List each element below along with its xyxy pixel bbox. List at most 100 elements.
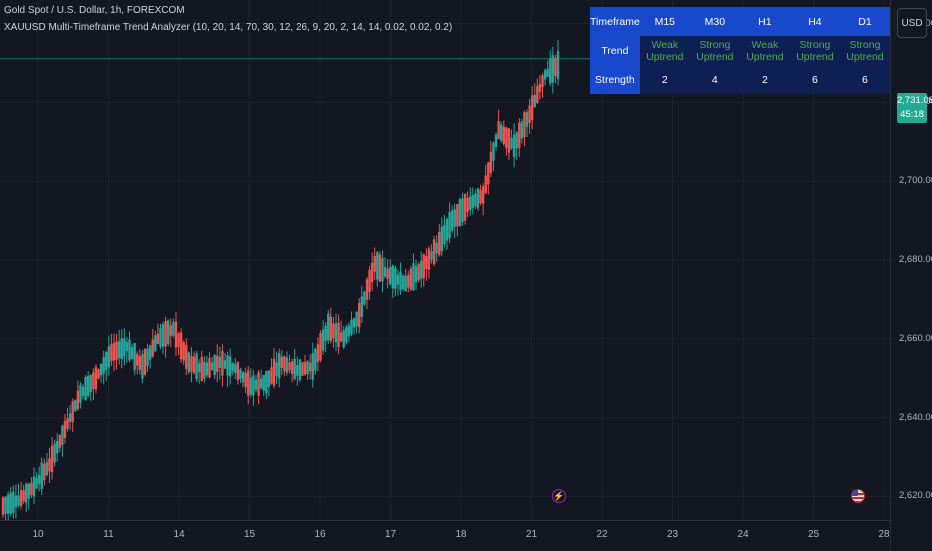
candle-body [105,351,108,371]
chart-area[interactable]: Gold Spot / U.S. Dollar, 1h, FOREXCOM XA… [0,0,890,520]
candle-body [301,362,304,376]
candle-body [440,226,444,252]
candle-body [363,291,366,305]
candle-body [197,363,201,373]
candle-body [187,352,191,373]
candle-body [370,262,374,283]
candle-body [549,58,552,84]
candle-body [123,338,126,357]
candle-body [381,258,384,282]
header-timeframe: Timeframe [590,7,640,36]
candle-body [94,367,98,390]
header-m15: M15 [639,7,690,36]
candle-body [505,127,508,149]
candle-body [68,413,72,422]
candle-body [63,420,67,438]
candle-body [22,490,25,502]
candle-body [443,224,446,244]
candle-body [81,386,85,396]
price-tick-label: 2,700.00 [899,175,932,187]
candle-body [58,434,61,448]
strength-d1: 6 [839,65,890,94]
time-tick-label: 15 [243,529,256,540]
candle-body [306,361,309,375]
candle-body [324,325,327,342]
price-axis[interactable]: 2,740.002,720.002,700.002,680.002,660.00… [890,0,932,550]
time-axis[interactable]: 10 11 14 15 16 17 18 21 22 23 24 25 28 [0,520,890,551]
candle-body [218,356,222,369]
candle-body [515,132,518,149]
us-flag-icon[interactable] [851,489,865,503]
candle-body [208,357,211,378]
candle-body [445,218,449,241]
candle-body [394,267,397,289]
candle-body [110,344,113,362]
candle-body [66,418,69,429]
candle-body [448,212,451,239]
lightning-icon[interactable]: ⚡ [552,489,566,503]
candle-body [86,375,90,397]
candle-body [296,365,299,376]
candle-body [345,327,348,343]
currency-button[interactable]: USD [897,8,927,38]
candle-body [523,112,526,138]
trend-row: Trend Weak Uptrend Strong Uptrend Weak U… [590,36,890,65]
candle-body [32,476,36,497]
candle-body [272,358,276,386]
candle-body [195,353,198,380]
trend-table-header-row: Timeframe M15 M30 H1 H4 D1 [590,7,890,36]
candle-body [432,239,436,265]
candle-body [453,209,456,227]
symbol-title[interactable]: Gold Spot / U.S. Dollar, 1h, FOREXCOM [4,5,185,16]
candle-body [234,363,237,373]
candle-body [332,323,335,339]
candle-body [45,461,49,475]
price-tick-label: 2,640.00 [899,411,932,423]
candle-body [533,94,536,108]
candle-body [172,322,175,336]
time-tick-label: 14 [173,529,185,540]
candle-body [136,354,139,366]
candle-body [541,75,544,88]
candle-body [278,353,281,379]
candle-body [461,198,464,222]
time-tick-label: 21 [525,529,538,540]
candle-body [213,355,216,376]
candle-body [112,342,116,361]
indicator-title[interactable]: XAUUSD Multi-Timeframe Trend Analyzer (1… [4,22,453,33]
candle-body [275,362,278,376]
trend-row-label: Trend [590,36,640,65]
chart-legend: Gold Spot / U.S. Dollar, 1h, FOREXCOM XA… [4,2,452,36]
candle-body [257,372,260,396]
candle-body [174,321,178,348]
candle-body [378,254,382,282]
candlestick-chart[interactable] [0,0,890,520]
candle-body [164,321,167,347]
candle-body [43,463,46,481]
candle-body [14,495,18,507]
candle-body [125,342,129,352]
header-d1: D1 [839,7,890,36]
trend-d1: Strong Uptrend [839,36,890,65]
candle-body [489,151,493,174]
candle-body [244,373,247,388]
candle-body [221,351,224,376]
candle-body [4,496,7,514]
candle-body [154,335,157,352]
candle-body [115,341,118,360]
candle-body [241,372,245,383]
candle-body [427,248,431,270]
candle-body [425,255,428,270]
candle-body [334,323,338,343]
candle-body [182,341,185,361]
candle-body [133,343,136,370]
candle-body [368,270,371,292]
time-tick-label: 24 [737,529,749,540]
time-tick-label: 25 [807,529,820,540]
time-tick-label: 28 [878,529,890,540]
candle-body [89,374,92,393]
candle-body [494,134,498,147]
candle-body [12,491,15,513]
candle-body [71,401,74,423]
candle-body [205,362,209,376]
